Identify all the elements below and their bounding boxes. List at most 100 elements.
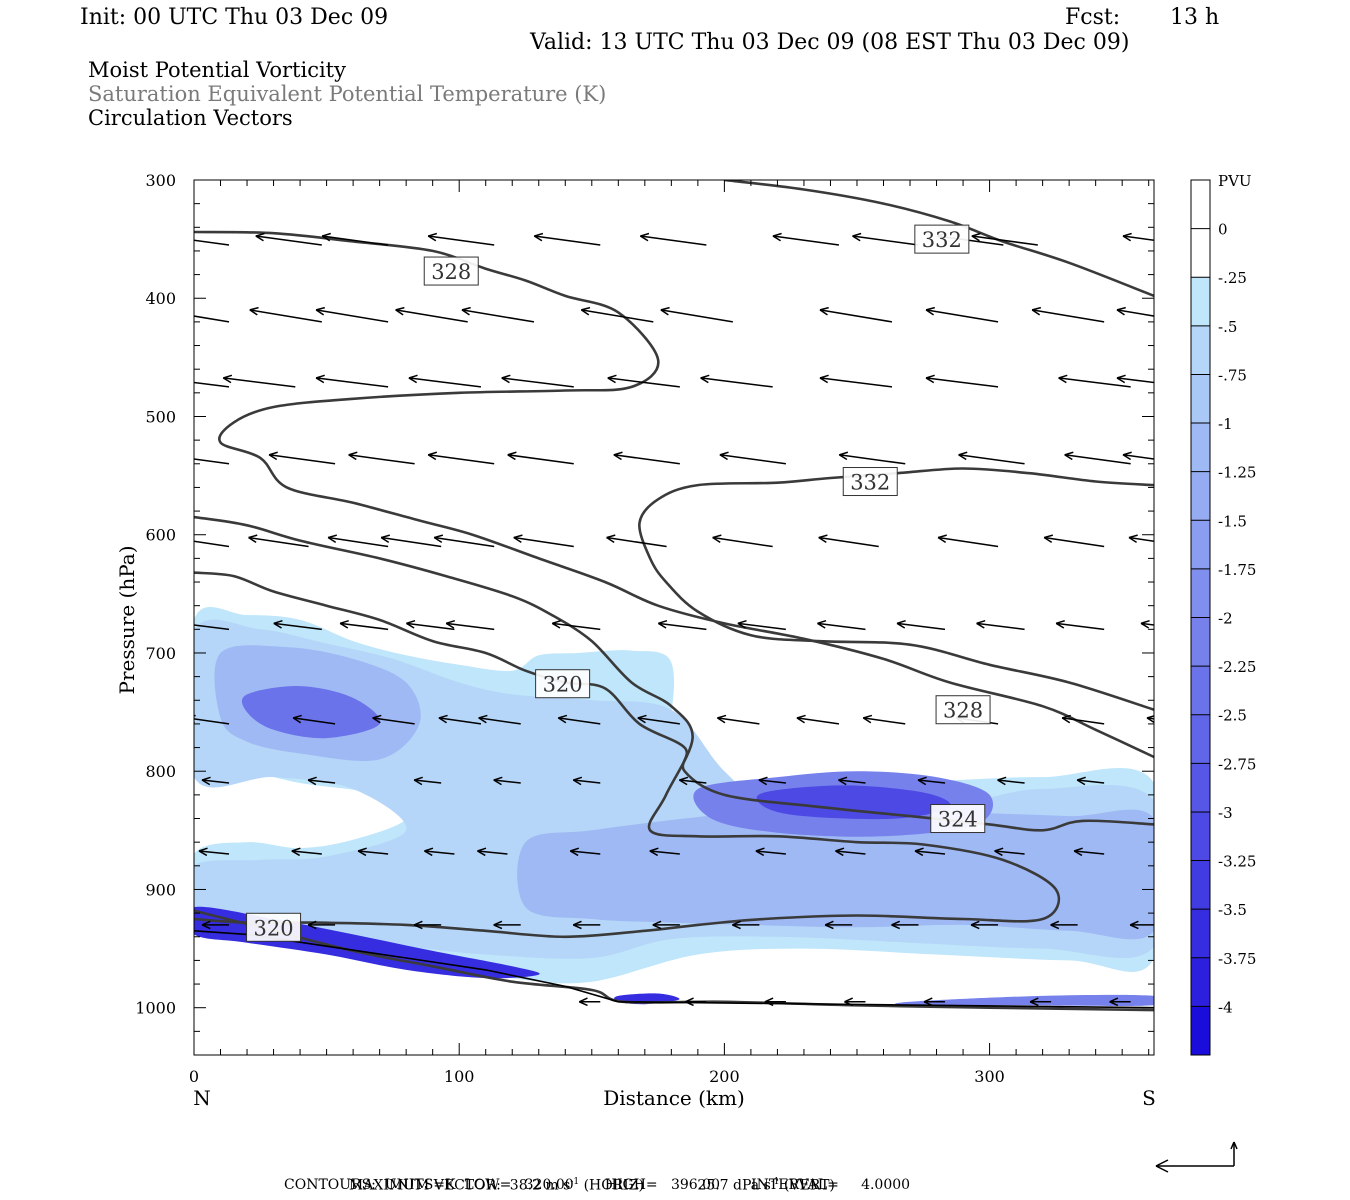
circulation-vector-59 xyxy=(406,619,455,631)
circulation-vector-120 xyxy=(578,997,601,1007)
circulation-vector-35 xyxy=(348,451,415,465)
colorbar-swatch-17 xyxy=(1191,1006,1210,1056)
circulation-vector-93 xyxy=(1162,777,1189,784)
circulation-vector-40 xyxy=(838,451,906,465)
valid-time: Valid: 13 UTC Thu 03 Dec 09 (08 EST Thu … xyxy=(530,30,1130,55)
circulation-vector-41 xyxy=(958,451,1025,465)
forecast-hour: 13 h xyxy=(1170,5,1220,30)
circulation-vector-34 xyxy=(268,451,336,465)
circulation-vector-12 xyxy=(249,306,322,323)
circulation-vector-30 xyxy=(925,374,999,388)
contour-label-1-0: 328 xyxy=(943,699,983,723)
contour-label-box-3-0 xyxy=(930,804,986,834)
contour-label-box-1-0 xyxy=(935,695,991,725)
reference-vector xyxy=(1155,1141,1238,1173)
contour-label-4-1: 320 xyxy=(254,916,294,940)
colorbar-swatch-3 xyxy=(1191,325,1210,375)
circulation-vector-75 xyxy=(637,714,680,725)
circulation-vector-80 xyxy=(1061,714,1105,725)
circulation-vector-32 xyxy=(1116,374,1154,384)
circulation-vector-99 xyxy=(569,847,601,857)
circulation-vector-66 xyxy=(976,619,1025,631)
circulation-vector-112 xyxy=(652,920,680,930)
circulation-vector-87 xyxy=(678,776,707,786)
circulation-vector-26 xyxy=(501,374,574,388)
max-vector-line: MAXIMUM VECTOR: 38.2 m s-1 (HORIZ) 25.7 … xyxy=(340,1158,835,1194)
circulation-vector-94 xyxy=(198,847,230,857)
circulation-vector-127 xyxy=(1168,998,1189,1005)
circulation-vector-114 xyxy=(824,920,853,930)
x-axis-label: Distance (km) xyxy=(603,1086,745,1110)
y-tick-label-400: 400 xyxy=(145,289,176,308)
contour-labels: 332 328 328 332 324 320 320 xyxy=(246,224,991,942)
circulation-vector-15 xyxy=(461,306,535,323)
colorbar-swatch-14 xyxy=(1191,860,1210,910)
colorbar-swatch-5 xyxy=(1191,423,1210,473)
circulation-vector-74 xyxy=(557,714,601,725)
colorbar-swatch-13 xyxy=(1191,811,1210,862)
colorbar-label-9: -2.25 xyxy=(1218,658,1256,676)
circulation-vector-78 xyxy=(862,714,906,725)
colorbar-label-3: -.75 xyxy=(1218,366,1247,384)
vert-unit-exp: -1 xyxy=(770,1177,780,1187)
colorbar-swatch-1 xyxy=(1191,228,1210,278)
circulation-vector-70 xyxy=(292,714,336,725)
colorbar-unit: PVU xyxy=(1218,172,1252,190)
circulation-vector-98 xyxy=(477,847,508,857)
contour-label-box-0-0 xyxy=(914,224,970,254)
circulation-vector-108 xyxy=(307,920,336,930)
colorbar-swatch-4 xyxy=(1191,374,1210,424)
theta-contour-2 xyxy=(638,467,1154,711)
colorbar-swatch-6 xyxy=(1191,471,1210,521)
colorbar-label-2: -.5 xyxy=(1218,318,1237,336)
circulation-vector-14 xyxy=(395,306,468,323)
circulation-vector-36 xyxy=(427,451,495,465)
circulation-vector-106 xyxy=(1159,848,1189,855)
circulation-vector-122 xyxy=(764,997,786,1007)
circulation-vector-3 xyxy=(427,232,495,246)
y-tick-label-600: 600 xyxy=(145,526,176,545)
circulation-vector-88 xyxy=(758,776,786,786)
circulation-vector-110 xyxy=(493,920,521,930)
circulation-vector-126 xyxy=(1109,997,1131,1007)
colorbar-label-1: -.25 xyxy=(1218,269,1247,287)
circulation-vector-63 xyxy=(737,619,786,631)
x-right-end-label: S xyxy=(1142,1086,1156,1110)
x-tick-label-0: 0 xyxy=(189,1067,199,1086)
colorbar-swatch-7 xyxy=(1191,520,1210,570)
circulation-vector-31 xyxy=(1058,374,1131,388)
contour-label-3-0: 324 xyxy=(938,808,978,832)
colorbar-swatch-8 xyxy=(1191,568,1210,618)
y-tick-label-700: 700 xyxy=(145,644,176,663)
contour-label-4-0: 320 xyxy=(543,673,583,697)
circulation-vector-116 xyxy=(970,920,999,930)
pv-shade-region-5 xyxy=(241,686,381,739)
circulation-vector-48 xyxy=(433,534,495,548)
field-title-pv: Moist Potential Vorticity xyxy=(88,58,346,82)
circulation-vector-58 xyxy=(339,619,389,631)
circulation-vector-24 xyxy=(315,374,389,388)
circulation-vector-105 xyxy=(1073,847,1105,857)
circulation-vector-44 xyxy=(194,540,230,548)
circulation-vector-109 xyxy=(413,920,442,930)
circulation-vector-57 xyxy=(273,619,322,631)
pv-shading xyxy=(194,607,1154,1007)
forecast-label: Fcst: xyxy=(1065,5,1121,30)
circulation-vector-25 xyxy=(408,374,482,388)
circulation-vector-81 xyxy=(1146,715,1154,724)
circulation-vector-68 xyxy=(1140,619,1154,629)
colorbar-label-7: -1.75 xyxy=(1218,561,1256,579)
pv-shade-region-3 xyxy=(517,809,1154,940)
contour-label-1-1: 328 xyxy=(431,260,471,284)
circulation-vector-18 xyxy=(819,306,893,323)
y-tick-label-500: 500 xyxy=(145,407,176,426)
circulation-vector-85 xyxy=(493,776,521,786)
circulation-vector-7 xyxy=(852,232,919,246)
colorbar-label-11: -2.75 xyxy=(1218,755,1256,773)
colorbar-swatch-10 xyxy=(1191,666,1210,716)
circulation-vector-86 xyxy=(572,776,601,786)
colorbar-swatch-12 xyxy=(1191,763,1210,813)
circulation-vector-39 xyxy=(719,451,787,465)
circulation-vector-22 xyxy=(194,381,230,388)
circulation-vector-123 xyxy=(844,997,866,1007)
